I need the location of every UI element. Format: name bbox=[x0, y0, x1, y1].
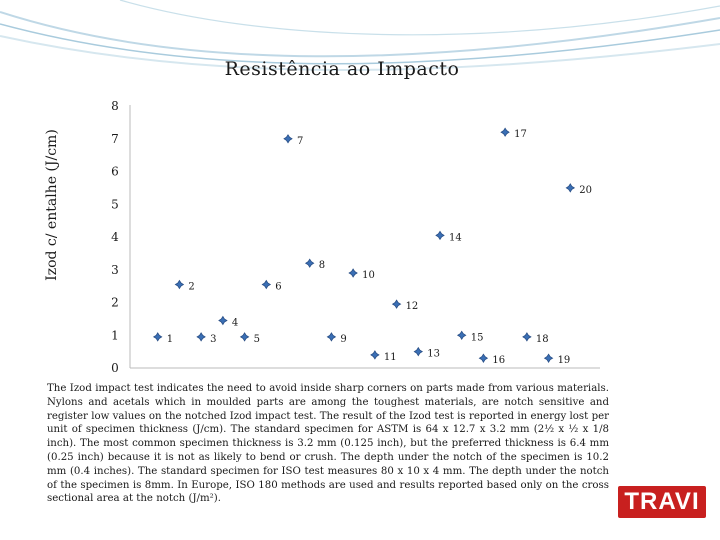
data-point: 13 bbox=[413, 346, 440, 360]
y-tick-label: 8 bbox=[111, 99, 119, 113]
data-point: 17 bbox=[500, 127, 527, 140]
point-marker bbox=[370, 350, 380, 360]
data-point: 18 bbox=[522, 332, 549, 345]
y-tick-label: 1 bbox=[111, 328, 119, 342]
y-tick-label: 4 bbox=[111, 230, 119, 244]
point-marker bbox=[239, 332, 250, 342]
data-point: 2 bbox=[174, 279, 195, 292]
point-label: 11 bbox=[384, 352, 397, 363]
point-marker bbox=[283, 134, 293, 144]
point-label: 18 bbox=[536, 334, 549, 345]
point-label: 20 bbox=[579, 185, 592, 196]
point-label: 1 bbox=[167, 334, 173, 345]
point-label: 16 bbox=[492, 355, 505, 366]
point-marker bbox=[326, 332, 337, 342]
description-paragraph: The Izod impact test indicates the need … bbox=[47, 383, 609, 505]
point-marker bbox=[456, 330, 467, 341]
point-marker bbox=[218, 315, 228, 326]
data-point: 14 bbox=[435, 230, 462, 243]
point-label: 8 bbox=[319, 260, 325, 271]
point-label: 19 bbox=[558, 355, 571, 366]
y-tick-label: 7 bbox=[111, 132, 119, 146]
decorative-swoosh bbox=[0, 0, 720, 71]
point-marker bbox=[435, 230, 445, 241]
y-tick-label: 3 bbox=[111, 263, 119, 277]
point-marker bbox=[478, 353, 489, 363]
point-label: 7 bbox=[297, 136, 303, 147]
point-label: 4 bbox=[232, 318, 238, 329]
point-label: 12 bbox=[406, 301, 419, 312]
data-point: 6 bbox=[261, 279, 282, 292]
point-marker bbox=[304, 258, 315, 268]
point-marker bbox=[500, 127, 510, 137]
point-marker bbox=[543, 353, 554, 363]
y-tick-label: 6 bbox=[111, 165, 119, 179]
point-label: 5 bbox=[254, 334, 260, 345]
y-tick-label: 2 bbox=[111, 296, 119, 310]
data-point: 9 bbox=[326, 332, 347, 345]
data-point: 12 bbox=[391, 299, 419, 312]
point-label: 13 bbox=[427, 349, 440, 360]
point-label: 6 bbox=[275, 281, 281, 292]
data-point: 15 bbox=[456, 330, 484, 343]
data-point: 5 bbox=[239, 332, 260, 345]
data-point: 1 bbox=[152, 332, 173, 345]
point-label: 10 bbox=[362, 270, 375, 281]
point-label: 3 bbox=[210, 334, 216, 345]
point-marker bbox=[174, 279, 185, 290]
y-tick-label: 5 bbox=[111, 197, 119, 211]
point-label: 9 bbox=[340, 334, 346, 345]
chart-title: Resistência ao Impacto bbox=[224, 58, 460, 80]
point-label: 15 bbox=[471, 332, 484, 343]
data-point: 16 bbox=[478, 353, 505, 366]
travi-logo: TRAVI bbox=[618, 486, 706, 518]
point-marker bbox=[261, 279, 272, 290]
data-point: 20 bbox=[565, 183, 592, 196]
data-point: 8 bbox=[304, 258, 325, 271]
point-marker bbox=[522, 332, 532, 342]
point-marker bbox=[152, 332, 163, 342]
point-marker bbox=[348, 268, 358, 278]
point-label: 2 bbox=[188, 281, 194, 292]
data-point: 7 bbox=[283, 134, 303, 147]
y-tick-label: 0 bbox=[111, 361, 119, 375]
point-marker bbox=[196, 332, 206, 342]
point-marker bbox=[413, 346, 424, 357]
point-label: 14 bbox=[449, 232, 462, 243]
point-marker bbox=[391, 299, 402, 309]
data-point: 4 bbox=[218, 315, 238, 329]
point-label: 17 bbox=[514, 129, 527, 140]
point-marker bbox=[565, 183, 576, 193]
data-point: 10 bbox=[348, 268, 375, 281]
data-point: 11 bbox=[370, 350, 397, 363]
data-point: 19 bbox=[543, 353, 571, 366]
data-point: 3 bbox=[196, 332, 217, 345]
